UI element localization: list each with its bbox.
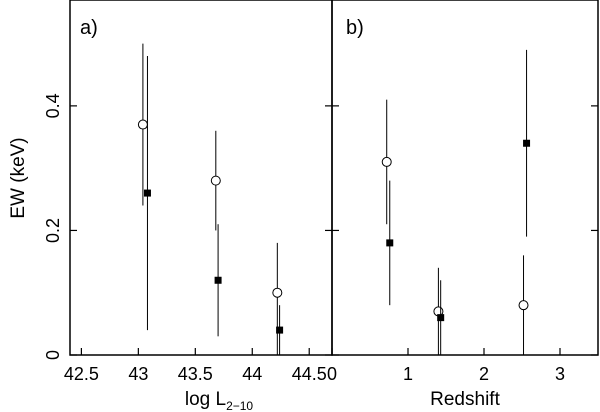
x-tick-label: 42.5	[64, 364, 99, 384]
data-point-square	[386, 239, 394, 247]
panel-b-label: b)	[346, 17, 364, 39]
panel-a-x-axis-title-main: log L	[185, 389, 226, 410]
y-tick-label: 0	[43, 350, 63, 360]
y-tick-label: 0.4	[43, 93, 63, 118]
panel-a-x-axis-title-subscript: 2−10	[226, 399, 253, 412]
data-point-square	[214, 276, 222, 284]
panel-a-x-axis-title: log L2−10	[185, 389, 254, 412]
y-axis-title: EW (keV)	[8, 137, 29, 218]
panel-b: b) 0 1 2 3 Redshift	[327, 0, 599, 410]
data-point-square	[437, 314, 445, 322]
data-point-circle	[210, 175, 221, 186]
x-tick-label: 44	[242, 364, 262, 384]
panel-b-frame	[331, 0, 599, 356]
data-point-circle	[272, 287, 283, 298]
x-tick-label: 1	[403, 364, 413, 384]
panel-b-ticks: 0 1 2 3	[327, 105, 598, 384]
x-tick-label: 0	[327, 364, 337, 384]
data-point-circle	[381, 156, 392, 167]
panel-b-marks	[381, 49, 531, 355]
x-tick-label: 2	[479, 364, 489, 384]
panel-a-label: a)	[80, 17, 98, 39]
x-tick-label: 44.5	[292, 364, 327, 384]
panel-a-marks	[137, 43, 284, 355]
x-tick-label: 3	[555, 364, 565, 384]
panel-a-frame	[69, 0, 333, 356]
data-point-square	[276, 326, 284, 334]
data-point-square	[523, 139, 531, 147]
data-point-circle	[518, 300, 529, 311]
data-point-square	[143, 189, 151, 197]
panel-a: a) 42.5 43 43.5 44 44.5 0 0.2 0.4 EW (keV) log …	[8, 0, 333, 412]
data-point-circle	[137, 119, 148, 130]
x-tick-label: 43	[128, 364, 148, 384]
y-tick-label: 0.2	[43, 218, 63, 243]
x-tick-label: 43.5	[178, 364, 213, 384]
panel-a-ticks: 42.5 43 43.5 44 44.5 0 0.2 0.4	[43, 93, 332, 384]
panel-b-x-axis-title: Redshift	[430, 389, 500, 410]
